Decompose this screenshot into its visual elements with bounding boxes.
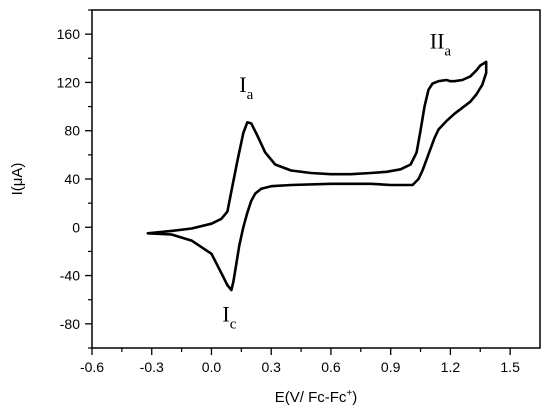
peak-annotation: Ic <box>222 301 236 332</box>
axes <box>85 9 541 355</box>
plot-frame <box>91 9 541 349</box>
x-tick-label: 1.2 <box>441 359 461 375</box>
x-tick-label: 1.5 <box>500 359 520 375</box>
y-tick-label: 80 <box>64 123 80 139</box>
x-tick-label: 0.0 <box>202 359 222 375</box>
x-tick-label: -0.3 <box>140 359 164 375</box>
y-tick-label: -80 <box>60 316 80 332</box>
peak-annotation: IIa <box>430 29 452 60</box>
peak-annotation: Ia <box>239 72 253 103</box>
y-tick-label: 0 <box>72 219 80 235</box>
plot-area <box>146 60 488 292</box>
x-tick-label: -0.6 <box>80 359 104 375</box>
x-axis-title: E(V/ Fc-Fc+) <box>275 388 358 406</box>
y-tick-label: 120 <box>57 74 81 90</box>
x-tick-label: 0.6 <box>321 359 341 375</box>
y-axis-title: I(μA) <box>9 163 26 196</box>
y-tick-label: 40 <box>64 171 80 187</box>
series-line <box>146 60 488 292</box>
x-tick-label: 0.9 <box>381 359 401 375</box>
y-tick-label: 160 <box>57 26 81 42</box>
labels: -0.6 -0.3 0.0 0.3 0.6 0.9 1.2 1.5 -80 -40 0 40 80 120… <box>9 26 520 406</box>
y-tick-label: -40 <box>60 268 80 284</box>
x-tick-label: 0.3 <box>261 359 281 375</box>
